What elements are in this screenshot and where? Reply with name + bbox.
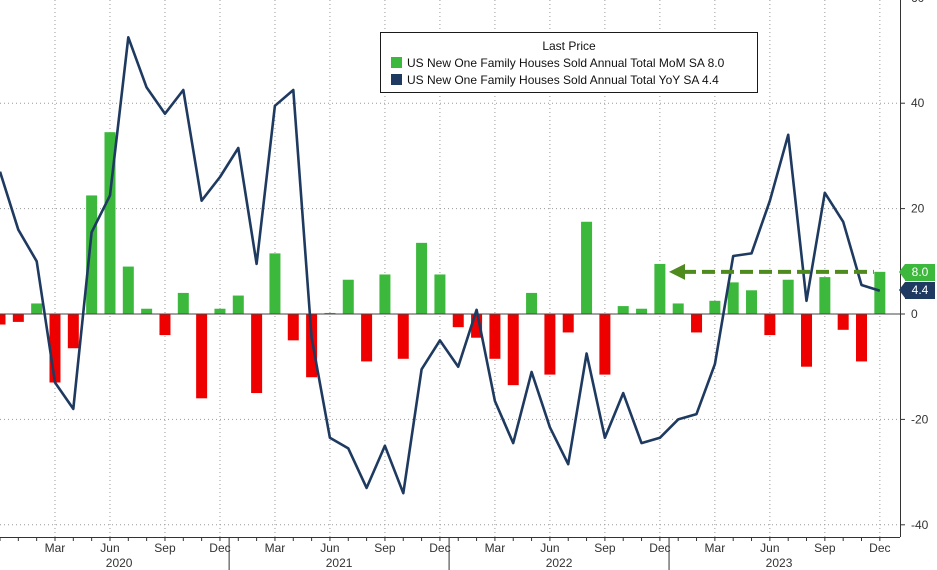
x-month-label: Mar xyxy=(45,541,66,555)
legend-title: Last Price xyxy=(542,39,596,53)
x-month-label: Mar xyxy=(265,541,286,555)
last-value-badge-yoy: 4.4 xyxy=(899,282,935,299)
y-tick-label: 0 xyxy=(911,307,918,321)
x-year-label: 2020 xyxy=(106,556,133,570)
bar-mom xyxy=(86,195,98,314)
bar-mom xyxy=(599,314,611,375)
bar-mom xyxy=(379,274,391,314)
bar-mom xyxy=(67,314,79,349)
bar-mom xyxy=(636,308,648,314)
legend: Last Price US New One Family Houses Sold… xyxy=(380,32,758,93)
bar-mom xyxy=(452,314,464,328)
bar-mom xyxy=(397,314,409,359)
arrow-head xyxy=(669,263,685,280)
bar-mom xyxy=(49,314,61,383)
bar-mom xyxy=(837,314,849,330)
y-tick-label: 40 xyxy=(911,96,925,110)
x-month-label: Dec xyxy=(209,541,230,555)
bar-mom xyxy=(562,314,574,333)
bar-mom xyxy=(287,314,299,341)
legend-swatch-mom xyxy=(391,57,402,68)
bar-mom xyxy=(269,253,281,314)
line-yoy xyxy=(0,35,881,495)
x-month-label: Jun xyxy=(320,541,339,555)
bar-mom xyxy=(306,314,318,378)
bar-mom xyxy=(177,292,189,314)
bar-mom xyxy=(819,277,831,314)
x-year-label: 2023 xyxy=(766,556,793,570)
x-month-label: Dec xyxy=(649,541,670,555)
bar-mom xyxy=(159,314,171,336)
bar-mom xyxy=(874,271,886,314)
bar-mom xyxy=(691,314,703,333)
bar-mom xyxy=(12,314,24,322)
legend-item-yoy: US New One Family Houses Sold Annual Tot… xyxy=(391,73,719,87)
bar-mom xyxy=(416,242,428,314)
bar-mom xyxy=(489,314,501,359)
x-month-label: Sep xyxy=(814,541,836,555)
bar-mom xyxy=(196,314,208,399)
bar-mom xyxy=(342,279,354,314)
bar-mom xyxy=(0,314,6,325)
bar-mom xyxy=(764,314,776,336)
x-month-label: Sep xyxy=(154,541,176,555)
x-month-label: Dec xyxy=(429,541,450,555)
bar-mom xyxy=(471,314,483,338)
y-tick-label: 60 xyxy=(911,0,925,5)
x-year-label: 2022 xyxy=(546,556,573,570)
bar-mom xyxy=(232,295,244,314)
bar-mom xyxy=(709,300,721,314)
bar-mom xyxy=(801,314,813,367)
bar-mom xyxy=(654,263,666,314)
x-month-label: Jun xyxy=(760,541,779,555)
x-year-label: 2021 xyxy=(326,556,353,570)
x-month-label: Sep xyxy=(594,541,616,555)
bar-mom xyxy=(581,221,593,314)
x-month-label: Sep xyxy=(374,541,396,555)
last-value-badge-mom: 8.0 xyxy=(899,264,935,281)
bar-mom xyxy=(251,314,263,394)
bar-mom xyxy=(104,132,116,314)
legend-swatch-yoy xyxy=(391,74,402,85)
bar-mom xyxy=(672,303,684,314)
y-tick-label: -40 xyxy=(911,518,929,532)
bar-mom xyxy=(122,266,134,314)
bar-mom xyxy=(746,290,758,314)
x-month-label: Dec xyxy=(869,541,890,555)
bar-mom xyxy=(324,312,336,314)
bar-mom xyxy=(31,303,43,314)
bar-mom xyxy=(361,314,373,362)
x-month-label: Jun xyxy=(100,541,119,555)
bar-mom xyxy=(214,308,226,314)
legend-item-mom: US New One Family Houses Sold Annual Tot… xyxy=(391,56,724,70)
bar-mom xyxy=(141,308,153,314)
bar-mom xyxy=(434,274,446,314)
bar-mom xyxy=(526,292,538,314)
x-month-label: Mar xyxy=(705,541,726,555)
bar-mom xyxy=(727,282,739,314)
legend-label-yoy: US New One Family Houses Sold Annual Tot… xyxy=(407,73,719,87)
bar-mom xyxy=(856,314,868,362)
legend-label-mom: US New One Family Houses Sold Annual Tot… xyxy=(407,56,725,70)
bar-mom xyxy=(782,279,794,314)
bar-mom xyxy=(507,314,519,386)
y-tick-label: -20 xyxy=(911,412,929,426)
x-month-label: Mar xyxy=(485,541,506,555)
y-tick-label: 20 xyxy=(911,202,925,216)
bar-mom xyxy=(617,306,629,314)
bar-mom xyxy=(544,314,556,375)
x-month-label: Jun xyxy=(540,541,559,555)
